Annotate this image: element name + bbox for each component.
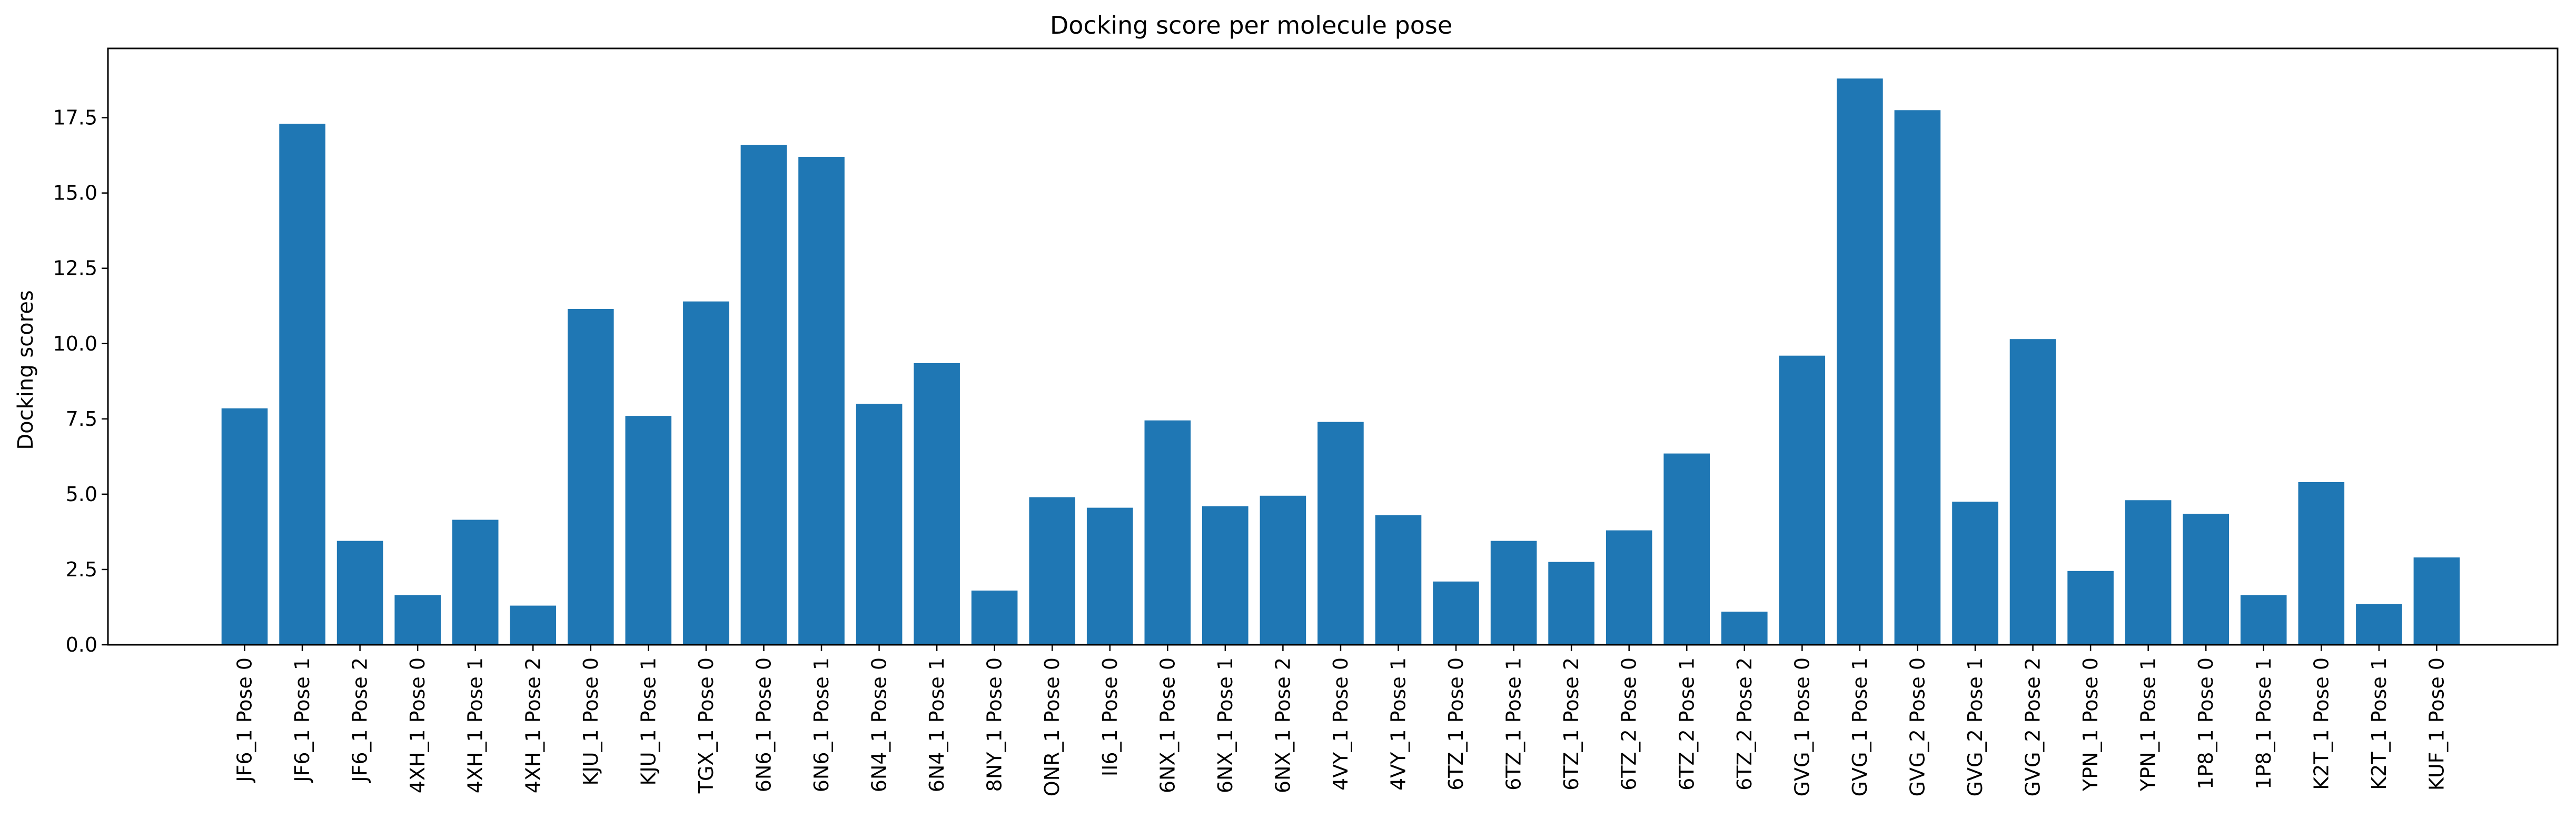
x-tick-label: 6N6_1 Pose 1	[810, 657, 833, 792]
bar	[1894, 110, 1941, 645]
bar	[1837, 78, 1883, 645]
x-tick-label: KJU_1 Pose 0	[579, 657, 602, 785]
bar	[394, 595, 441, 645]
bar	[2298, 482, 2345, 645]
x-tick-label: 6N6_1 Pose 0	[752, 657, 775, 792]
x-tick-label: GVG_1 Pose 1	[1848, 657, 1871, 796]
bar	[2240, 595, 2287, 645]
bars-group	[221, 78, 2460, 645]
bar	[2413, 557, 2460, 645]
x-tick-label: 8NY_1 Pose 0	[983, 657, 1006, 792]
x-tick-label: 6N4_1 Pose 0	[868, 657, 891, 792]
bar	[1490, 541, 1537, 645]
x-tick-label: 6NX_1 Pose 0	[1156, 657, 1179, 793]
x-tick-label: TGX_1 Pose 0	[695, 657, 718, 794]
y-tick-label: 2.5	[66, 558, 97, 581]
x-tick-label: GVG_2 Pose 2	[2022, 657, 2045, 796]
bar	[625, 416, 672, 645]
bar	[914, 363, 960, 645]
bar	[856, 404, 903, 645]
bar	[1606, 530, 1652, 645]
bar	[1952, 502, 1998, 645]
bar	[2009, 339, 2056, 645]
x-tick-label: 4XH_1 Pose 1	[464, 657, 487, 793]
bar	[1260, 495, 1306, 645]
x-tick-label: YPN_1 Pose 0	[2079, 657, 2102, 792]
x-tick-label: GVG_1 Pose 0	[1790, 657, 1814, 796]
x-tick-label: 6NX_1 Pose 1	[1214, 657, 1237, 793]
chart-title: Docking score per molecule pose	[1050, 11, 1452, 39]
bar	[2356, 604, 2402, 645]
bar	[221, 408, 268, 645]
x-tick-label: 4XH_1 Pose 2	[521, 657, 544, 793]
y-axis-label: Docking scores	[14, 290, 38, 450]
x-tick-label: KJU_1 Pose 1	[637, 657, 660, 785]
bar	[683, 301, 729, 645]
bar	[1433, 581, 1479, 645]
y-ticks-group: 0.0 2.5 5.0 7.5 10.0 12.5 15.0 17.5	[53, 106, 108, 656]
y-tick-label: 12.5	[53, 257, 97, 280]
y-tick-label: 0.0	[66, 633, 97, 656]
x-tick-label: YPN_1 Pose 1	[2137, 657, 2160, 792]
bar	[1317, 422, 1364, 645]
x-tick-label: 6TZ_1 Pose 1	[1502, 657, 1525, 791]
x-tick-label: JF6_1 Pose 1	[291, 657, 314, 783]
bar	[279, 124, 325, 645]
x-tick-label: 6TZ_1 Pose 0	[1444, 657, 1468, 791]
bar	[2125, 500, 2172, 645]
x-tick-label: K2T_1 Pose 1	[2367, 657, 2391, 790]
bar	[1548, 562, 1594, 645]
x-tick-label: 4XH_1 Pose 0	[406, 657, 429, 793]
x-tick-label: 1P8_1 Pose 1	[2252, 657, 2275, 790]
bar	[1144, 420, 1191, 645]
bar	[568, 309, 614, 645]
x-tick-label: 6TZ_2 Pose 2	[1733, 657, 1756, 791]
x-tick-label: JF6_1 Pose 2	[349, 657, 372, 783]
bar	[1779, 355, 1826, 645]
bar	[2183, 514, 2229, 645]
x-ticks-group: JF6_1 Pose 0 JF6_1 Pose 1 JF6_1 Pose 2 4XH_…	[233, 645, 2448, 796]
bar	[1663, 453, 1710, 645]
bar	[336, 541, 383, 645]
y-tick-label: 10.0	[53, 332, 97, 355]
bar	[510, 605, 557, 645]
x-tick-label: GVG_2 Pose 0	[1906, 657, 1929, 796]
bar	[2067, 571, 2114, 645]
y-tick-label: 17.5	[53, 106, 97, 129]
bar	[1375, 515, 1422, 645]
x-tick-label: KUF_1 Pose 0	[2425, 657, 2448, 791]
x-tick-label: 6TZ_1 Pose 2	[1560, 657, 1583, 791]
x-tick-label: 1P8_1 Pose 0	[2194, 657, 2217, 790]
bar	[452, 520, 499, 645]
x-tick-label: K2T_1 Pose 0	[2310, 657, 2333, 790]
x-tick-label: 6TZ_2 Pose 1	[1675, 657, 1698, 791]
x-tick-label: GVG_2 Pose 1	[1964, 657, 1987, 796]
x-tick-label: 4VY_1 Pose 0	[1329, 657, 1352, 791]
bar	[1029, 497, 1075, 645]
bar	[798, 157, 845, 645]
plot-frame	[107, 47, 2559, 646]
x-tick-label: 6N4_1 Pose 1	[925, 657, 948, 792]
bar	[1086, 507, 1133, 645]
x-tick-label: 6NX_1 Pose 2	[1271, 657, 1294, 793]
x-tick-label: 4VY_1 Pose 1	[1387, 657, 1410, 791]
bar	[740, 145, 787, 645]
bar	[971, 591, 1018, 645]
bar	[1721, 612, 1768, 645]
bar	[1202, 506, 1249, 645]
x-tick-label: JF6_1 Pose 0	[233, 657, 256, 783]
y-tick-label: 7.5	[66, 407, 97, 431]
x-tick-label: 6TZ_2 Pose 0	[1618, 657, 1641, 791]
x-tick-label: II6_1 Pose 0	[1098, 657, 1122, 776]
x-tick-label: ONR_1 Pose 0	[1041, 657, 1064, 796]
y-tick-label: 15.0	[53, 182, 97, 205]
y-tick-label: 5.0	[66, 483, 97, 506]
